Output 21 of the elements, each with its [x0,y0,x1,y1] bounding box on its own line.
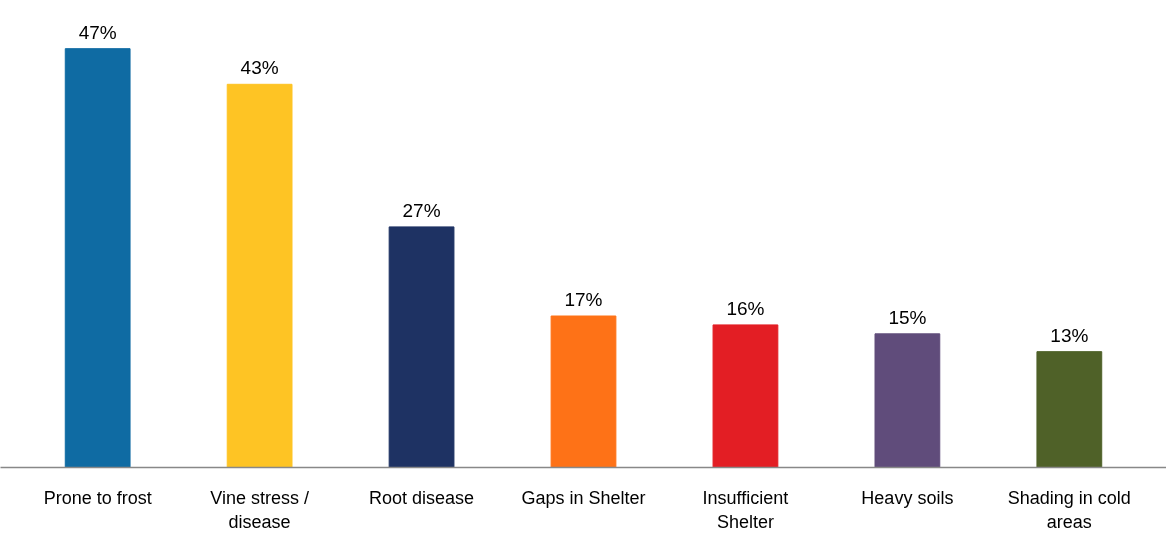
x-tick-label: Shading in cold areas [1007,487,1131,532]
bar [874,333,941,468]
bar [388,226,455,468]
bar [226,83,293,468]
bar [550,315,617,468]
x-tick-label: Prone to frost [43,487,152,508]
bar [1036,351,1103,468]
x-tick-label: Gaps in Shelter [521,487,646,508]
data-label: 17% [564,289,603,311]
data-label: 16% [726,297,765,319]
data-label: 47% [78,21,117,43]
x-tick-label: Insufficient Shelter [702,487,789,532]
x-tick-label: Vine stress / disease [210,487,309,532]
bar [64,48,131,468]
data-label: 27% [402,199,441,221]
x-tick-label: Heavy soils [861,487,954,508]
data-label: 15% [888,306,927,328]
x-tick-label: Root disease [369,487,475,508]
data-label: 13% [1050,324,1089,346]
bar [712,324,779,468]
data-label: 43% [240,57,279,79]
